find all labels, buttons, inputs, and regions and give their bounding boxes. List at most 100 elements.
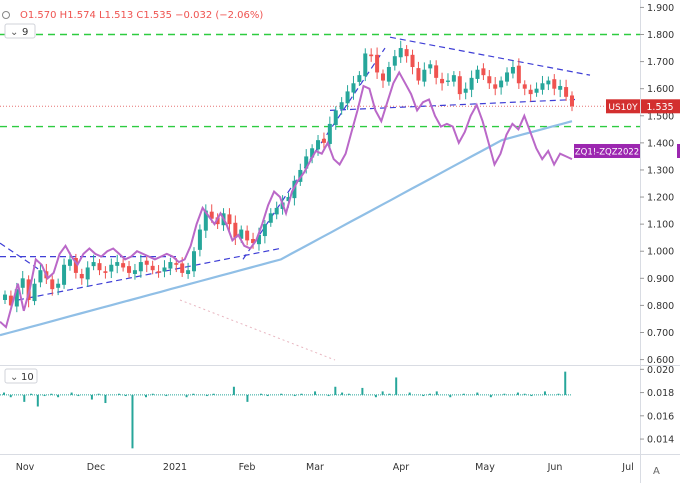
candle-body: [564, 87, 569, 97]
x-tick-label: Jul: [621, 462, 633, 473]
candle-body: [274, 207, 279, 215]
candle-body: [363, 53, 368, 77]
candle-body: [463, 88, 468, 93]
y-tick-label: 1.900: [647, 3, 674, 14]
candle-body: [570, 95, 574, 107]
candle-body: [186, 270, 191, 274]
candle-body: [487, 76, 492, 84]
candle-body: [339, 102, 344, 110]
candle-body: [180, 263, 185, 273]
candle-body: [345, 91, 350, 104]
y-tick-label: 1.600: [647, 84, 674, 95]
candle-body: [327, 123, 332, 144]
candle-body: [286, 197, 291, 202]
volume-indicator-box: [4, 368, 38, 384]
candle-body: [351, 83, 356, 93]
candle-body: [528, 89, 533, 95]
candle-body: [115, 262, 120, 266]
candle-body: [85, 267, 90, 280]
candle-body: [162, 267, 167, 272]
candle-body: [469, 77, 474, 90]
candle-body: [97, 263, 102, 271]
candle-body: [197, 229, 202, 250]
settings-icon: A: [653, 466, 660, 477]
y-tick-label: 1.800: [647, 30, 674, 41]
candle-body: [410, 54, 415, 68]
candle-body: [67, 259, 72, 266]
candle-body: [386, 67, 391, 82]
x-tick-label: Apr: [393, 462, 410, 473]
candle-body: [404, 49, 409, 57]
candle-body: [168, 262, 173, 269]
candle-body: [138, 262, 143, 272]
volume-y-tick-label: 0.020: [647, 365, 674, 376]
volume-y-tick-label: 0.014: [647, 435, 674, 446]
y-tick-label: 0.600: [647, 355, 674, 366]
candle-body: [150, 265, 155, 271]
candle-body: [192, 251, 196, 272]
zq-axis-marker: [677, 143, 680, 158]
candle-body: [144, 260, 149, 265]
candle-body: [245, 230, 250, 241]
candle-body: [321, 138, 326, 143]
y-tick-label: 1.500: [647, 111, 674, 122]
x-tick-label: 2021: [163, 462, 187, 473]
ratio-line: [0, 70, 573, 329]
y-tick-label: 1.000: [647, 247, 674, 258]
candle-body: [174, 263, 179, 265]
x-tick-label: Jun: [547, 462, 563, 473]
candle-body: [451, 75, 456, 82]
candle-body: [50, 279, 55, 290]
candle-body: [79, 273, 84, 279]
candle-body: [534, 88, 539, 93]
candle-body: [392, 56, 397, 66]
candle-body: [251, 239, 256, 244]
y-tick-label: 0.700: [647, 328, 674, 339]
candle-body: [239, 229, 244, 239]
x-tick-label: Feb: [239, 462, 256, 473]
candle-body: [434, 65, 439, 78]
x-tick-label: May: [475, 462, 495, 473]
candle-body: [109, 264, 114, 272]
candle-body: [381, 73, 385, 81]
candle-body: [522, 84, 527, 89]
candle-body: [546, 80, 551, 85]
candle-body: [20, 278, 25, 288]
candle-body: [209, 211, 214, 219]
y-tick-label: 0.900: [647, 274, 674, 285]
candle-body: [540, 83, 545, 90]
y-tick-label: 1.300: [647, 165, 674, 176]
trend-line: [389, 36, 591, 76]
candle-body: [316, 140, 321, 150]
candle-body: [310, 148, 315, 158]
candle-body: [475, 69, 480, 79]
candle-body: [369, 54, 374, 57]
candle-body: [440, 78, 445, 84]
candle-body: [505, 72, 510, 82]
candle-body: [552, 79, 557, 89]
y-tick-label: 1.100: [647, 220, 674, 231]
zq-name-label: ZQ1!-ZQZ2022: [575, 147, 639, 157]
candle-body: [132, 270, 137, 274]
candle-body: [333, 110, 338, 125]
candle-body: [215, 217, 220, 225]
trend-line: [329, 98, 576, 111]
x-tick-label: Nov: [16, 462, 35, 473]
candle-body: [14, 289, 19, 307]
trend-line: [17, 247, 281, 301]
candle-body: [445, 80, 450, 82]
ma-indicator-box: [4, 23, 36, 39]
candle-body: [38, 270, 43, 283]
candle-body: [375, 54, 380, 73]
candle-body: [3, 294, 7, 300]
candle-body: [62, 264, 67, 285]
candle-body: [510, 67, 515, 74]
us10y-name-label: US10Y: [608, 103, 638, 113]
volume-y-tick-label: 0.016: [647, 411, 674, 422]
y-tick-label: 0.800: [647, 301, 674, 312]
ma-line: [0, 120, 573, 337]
candle-body: [103, 271, 108, 273]
us10y-price-badge: [641, 99, 680, 114]
